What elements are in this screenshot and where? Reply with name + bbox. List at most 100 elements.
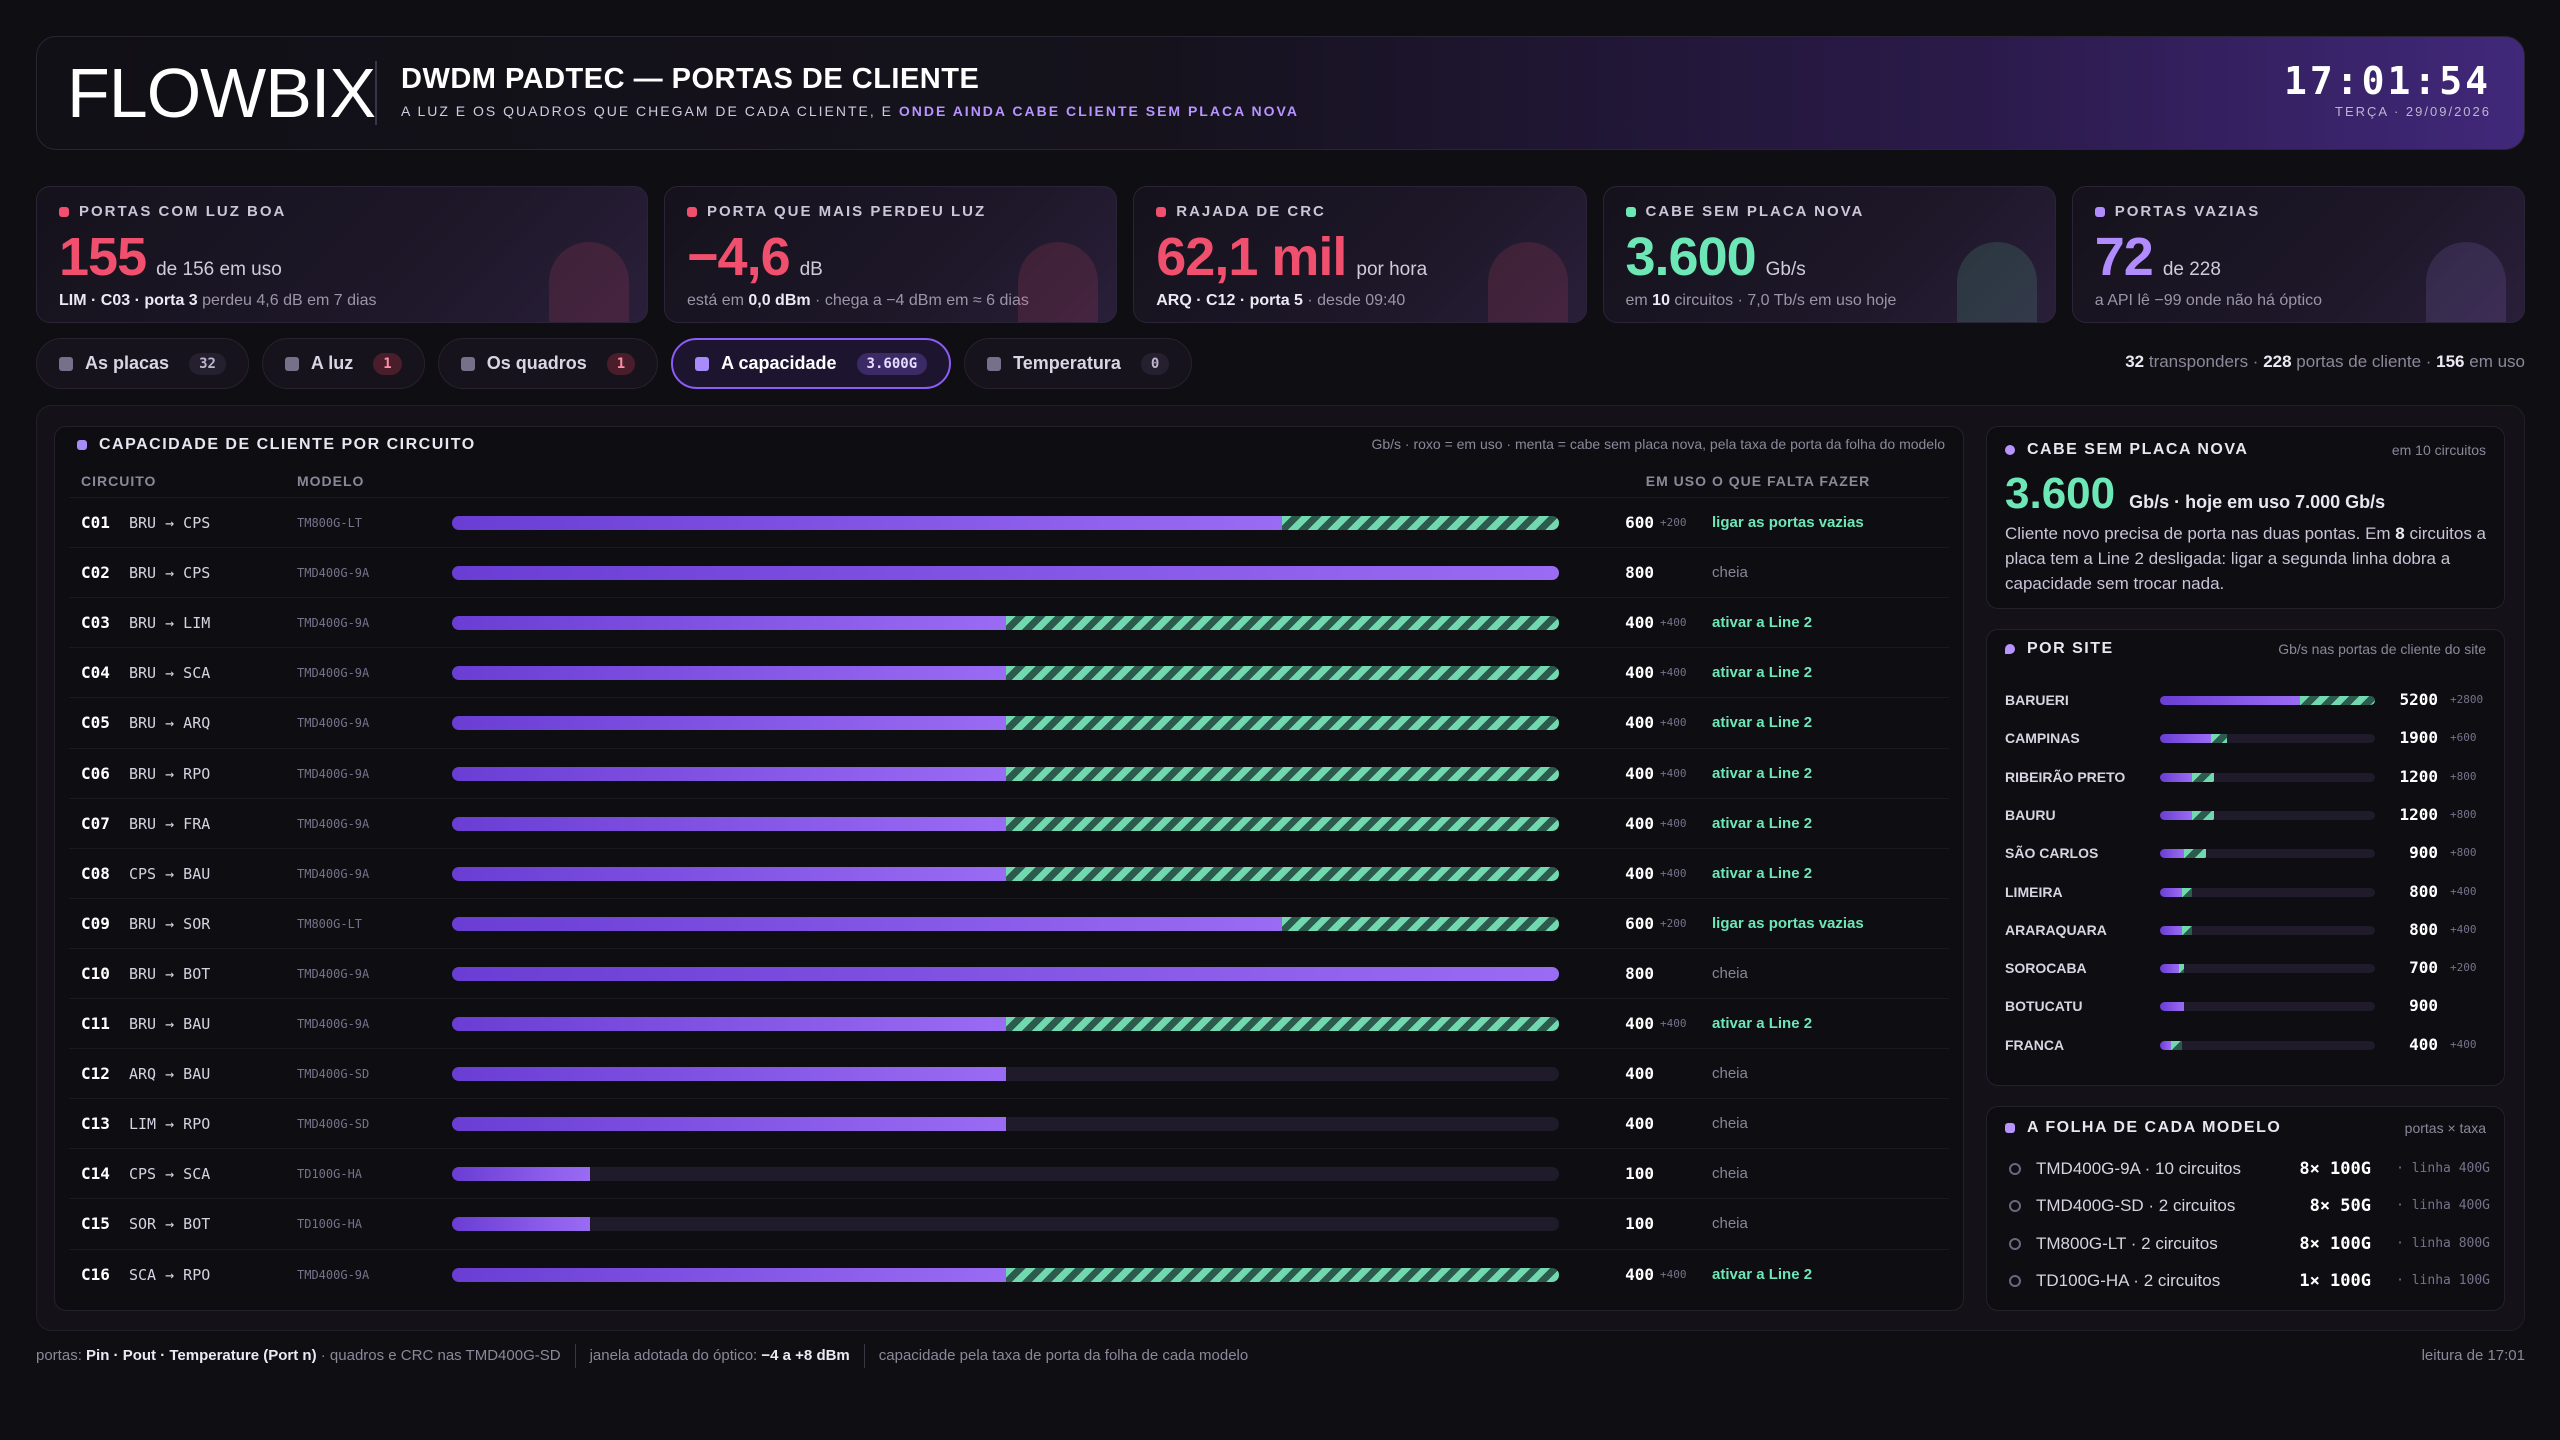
model-name: TD100G-HA · 2 circuitos: [2036, 1271, 2221, 1291]
circuit-id: C13: [81, 1114, 110, 1134]
capacity-panel: CABE SEM PLACA NOVA em 10 circuitos 3.600…: [1986, 426, 2505, 609]
panel-title-wrap: CABE SEM PLACA NOVA: [2005, 441, 2248, 459]
status-line: 32 transponders · 228 portas de cliente …: [2125, 352, 2525, 372]
bar-used: [2160, 696, 2300, 705]
site-name: FRANCA: [2005, 1036, 2065, 1053]
circuit-id: C11: [81, 1014, 110, 1033]
circuit-route: BRU → CPS: [129, 564, 211, 583]
site-used: 900: [2409, 843, 2438, 863]
tab-count: 0: [1140, 352, 1170, 375]
circuit-model: TMD400G-SD: [297, 1067, 370, 1082]
site-row: ARARAQUARA 800 +400: [2005, 915, 2495, 945]
circuit-row: C15 SOR → BOT TD100G-HA 100 cheia: [69, 1198, 1949, 1248]
panel-header: CAPACIDADE DE CLIENTE POR CIRCUITO: [77, 435, 476, 455]
kpi-note-part: em: [1625, 292, 1653, 309]
kpi-value-row: 155 de 156 em uso: [59, 226, 625, 288]
kpi-note: LIM · C03 · porta 3 perdeu 4,6 dB em 7 d…: [59, 292, 625, 310]
panel-title-wrap: A FOLHA DE CADA MODELO: [2005, 1119, 2281, 1137]
model-name: TMD400G-SD · 2 circuitos: [2036, 1196, 2236, 1216]
circuit-model: TMD400G-9A: [297, 766, 370, 781]
circuit-model: TMD400G-9A: [297, 816, 370, 831]
tab-label: A luz: [310, 353, 354, 373]
model-row: TD100G-HA · 2 circuitos 1× 100G · linha 10…: [2005, 1266, 2490, 1296]
tab-icon: [460, 356, 475, 371]
bar-used: [452, 666, 1006, 681]
date: TERÇA · 29/09/2026: [2335, 104, 2491, 119]
icon: [77, 440, 87, 450]
bar-free: [2178, 964, 2185, 974]
bar-used: [452, 816, 1006, 831]
site-used: 5200: [2399, 690, 2438, 709]
tab-label: Os quadros: [486, 353, 587, 373]
bar-track: [2160, 849, 2375, 859]
bar-free: [2299, 696, 2375, 705]
site-used: 700: [2409, 958, 2438, 978]
bar-used: [2160, 887, 2182, 897]
kpi-card: PORTA QUE MAIS PERDEU LUZ −4,6 dB está em 0…: [664, 186, 1118, 323]
tab[interactable]: A luz 1: [261, 338, 425, 389]
site-used: 800: [2409, 881, 2438, 901]
bar-track: [2160, 964, 2375, 974]
capacity-text: Cliente novo precisa de porta nas duas p…: [2005, 521, 2486, 596]
tab-count: 32: [189, 352, 226, 375]
kpi-label: PORTAS VAZIAS: [2114, 203, 2261, 220]
bar-used: [2160, 734, 2212, 744]
tab[interactable]: As placas 32: [36, 338, 249, 389]
action: cheia: [1712, 1065, 1748, 1083]
panel-title: A FOLHA DE CADA MODELO: [2027, 1119, 2282, 1136]
site-used: 400: [2409, 1034, 2438, 1054]
circuit-route: CPS → BAU: [129, 864, 211, 883]
action: ativar a Line 2: [1712, 764, 1813, 782]
decoration: [1018, 242, 1099, 322]
circuit-id: C08: [81, 863, 110, 883]
model-row: TMD400G-9A · 10 circuitos 8× 100G · linha …: [2005, 1154, 2490, 1184]
bar-used: [452, 1167, 591, 1182]
circuit-row: C07 BRU → FRA TMD400G-9A 400 +400 ativar a Li…: [69, 797, 1949, 848]
kpi-note-part: perdeu 4,6 dB em 7 dias: [197, 292, 377, 309]
kpi-note: em 10 circuitos · 7,0 Tb/s em uso hoje: [1626, 292, 2033, 310]
bar-used: [2160, 964, 2179, 974]
bar-used: [452, 916, 1283, 931]
bar-free: [2181, 925, 2193, 935]
decoration: [1956, 242, 2037, 322]
subtitle-part: ONDE AINDA CABE CLIENTE SEM PLACA NOVA: [898, 103, 1299, 119]
action: cheia: [1712, 564, 1748, 582]
bar-used: [452, 716, 1006, 731]
bar-free: [2181, 887, 2193, 897]
tab[interactable]: Os quadros 1: [437, 338, 659, 389]
kpi-card: CABE SEM PLACA NOVA 3.600 Gb/s em 10 circui…: [1602, 186, 2056, 323]
site-free: +800: [2450, 807, 2477, 821]
circuit-row: C14 CPS → SCA TD100G-HA 100 cheia: [69, 1148, 1949, 1198]
icon: [2094, 206, 2105, 217]
site-row: BARUERI 5200 +2800: [2005, 685, 2495, 715]
tab[interactable]: Temperatura 0: [964, 338, 1193, 389]
site-row: LIMEIRA 800 +400: [2005, 877, 2495, 907]
kpi-value-row: 62,1 mil por hora: [1156, 226, 1563, 288]
circuit-id: C02: [81, 563, 110, 583]
used-value: 400: [1625, 813, 1654, 833]
circuit-row: C01 BRU → CPS TM800G-LT 600 +200 ligar as por…: [69, 497, 1949, 547]
site-free: +200: [2450, 961, 2477, 975]
bar-used: [2160, 1040, 2171, 1050]
status-part: 32: [2125, 352, 2145, 371]
kpi-value-row: −4,6 dB: [687, 226, 1094, 288]
used-value: 400: [1625, 1264, 1654, 1284]
bar-track: [2160, 925, 2375, 935]
circuit-model: TMD400G-9A: [297, 566, 370, 581]
circuit-id: C06: [81, 763, 110, 783]
footer: portas: Pin · Pout · Temperature (Port n…: [36, 1344, 1262, 1368]
site-used: 1200: [2399, 766, 2438, 786]
tab-icon: [284, 356, 299, 371]
site-name: SOROCABA: [2005, 960, 2087, 977]
sites-panel: POR SITE Gb/s nas portas de cliente do si…: [1986, 629, 2505, 1086]
tab[interactable]: A capacidade 3.600G: [671, 338, 952, 389]
kpi-unit: dB: [799, 259, 823, 280]
model-ports: 1× 100G: [2299, 1271, 2371, 1292]
kpi-note-part: ARQ · C12 · porta 5: [1156, 292, 1303, 309]
kpi-unit: de 156 em uso: [156, 259, 282, 280]
model-line: · linha 400G: [2396, 1161, 2490, 1176]
tab-label: A capacidade: [721, 353, 837, 373]
icon: [2005, 1123, 2015, 1133]
site-row: SOROCABA 700 +200: [2005, 953, 2495, 983]
icon: [59, 206, 69, 217]
